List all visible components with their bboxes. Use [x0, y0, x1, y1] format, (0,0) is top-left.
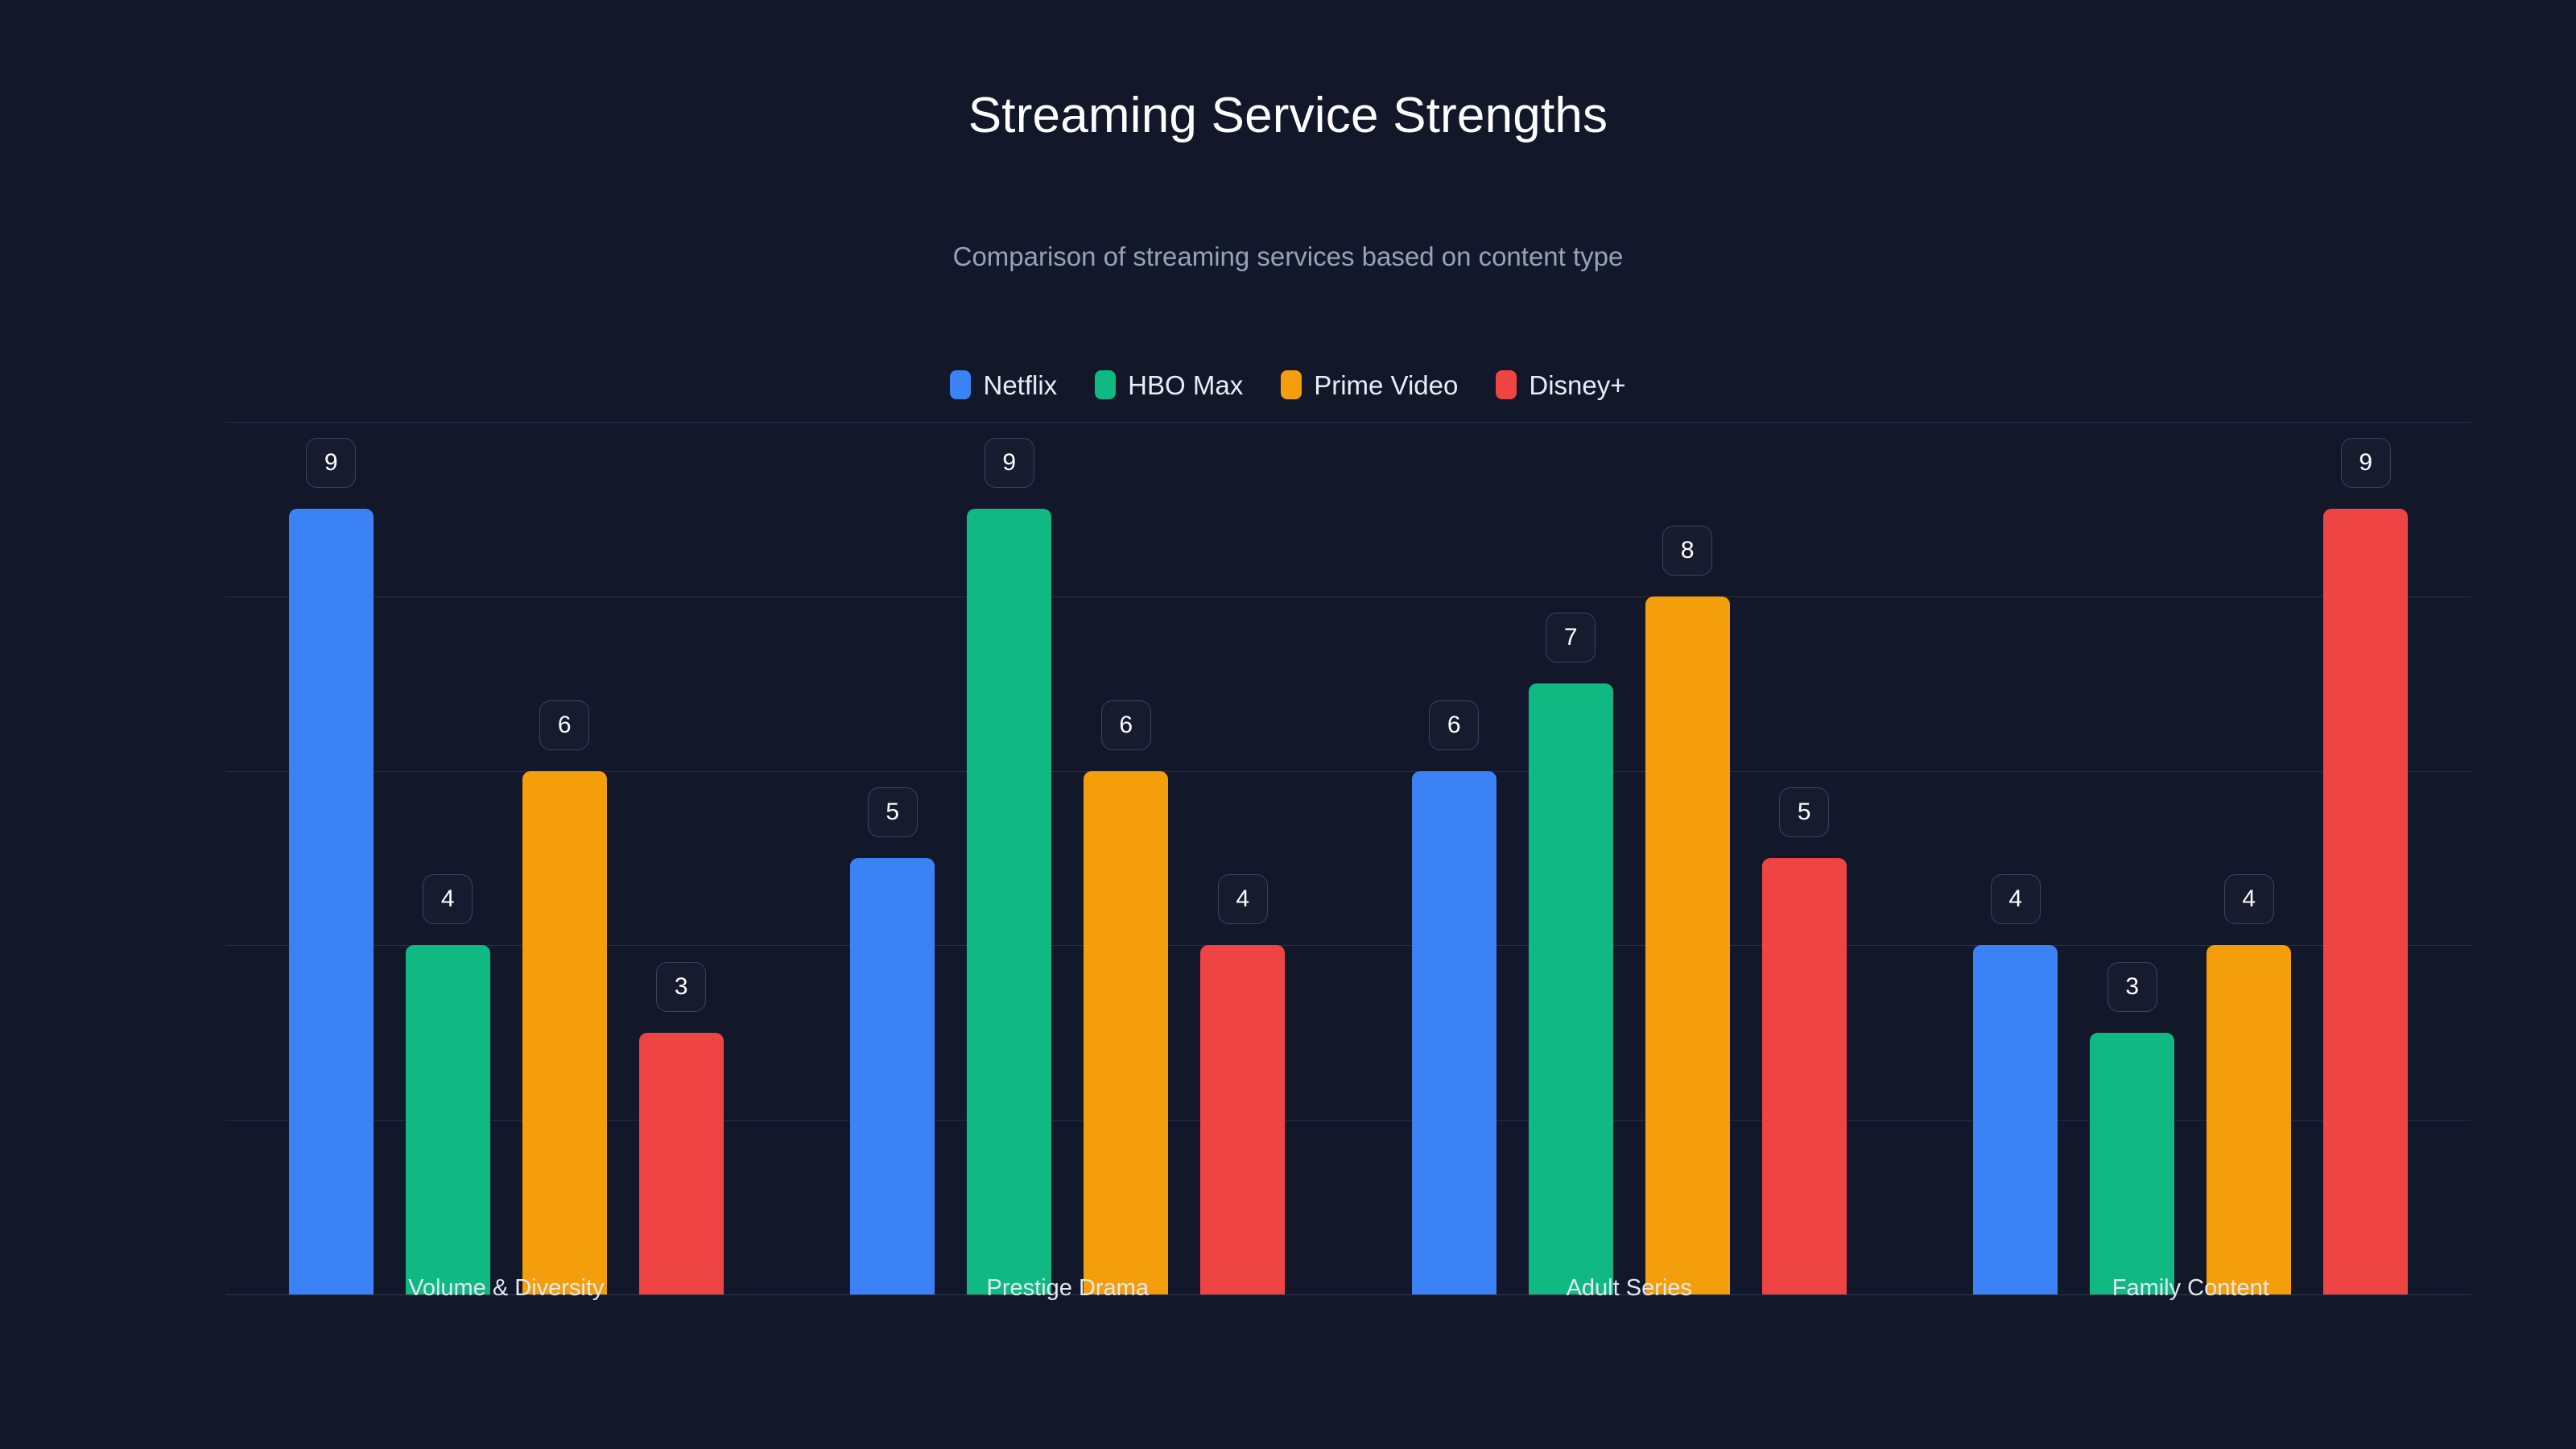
chart-subtitle: Comparison of streaming services based o…	[952, 242, 1624, 271]
bar-value-label: 7	[1546, 613, 1596, 663]
bar[interactable]	[1200, 945, 1286, 1294]
gridline	[225, 945, 2471, 947]
bar-value-label: 6	[1100, 700, 1151, 750]
bar-value-label: 6	[539, 700, 590, 750]
bar-value-label: 9	[2340, 438, 2391, 489]
bar-value-label: 4	[423, 874, 473, 925]
bar-value-label: 3	[2107, 961, 2157, 1012]
bar[interactable]	[2207, 945, 2292, 1294]
bar[interactable]	[288, 509, 374, 1294]
legend-item-label: Disney+	[1529, 369, 1626, 400]
legend-item-label: Netflix	[983, 369, 1058, 400]
bar[interactable]	[522, 770, 607, 1294]
bar[interactable]	[2090, 1032, 2175, 1294]
plot-area: Strength Rating (1-10) 02468109463Volume…	[225, 422, 2471, 1301]
bar-value-label: 4	[1217, 874, 1268, 925]
bar[interactable]	[2323, 509, 2409, 1294]
legend-item[interactable]: Prime Video	[1281, 370, 1458, 399]
gridline	[225, 422, 2471, 423]
bar-value-label: 9	[306, 438, 357, 489]
chart-legend: Netflix HBO Max Prime Video Disney+	[0, 370, 2576, 399]
legend-swatch-icon	[950, 370, 972, 399]
bar-value-label: 9	[984, 438, 1034, 489]
bar[interactable]	[1411, 770, 1496, 1294]
bar[interactable]	[1761, 858, 1847, 1294]
legend-swatch-icon	[1281, 370, 1302, 399]
gridline	[225, 1294, 2471, 1295]
bar[interactable]	[638, 1032, 724, 1294]
bar[interactable]	[1973, 945, 2058, 1294]
bar-value-label: 3	[656, 961, 707, 1012]
x-axis-category-label: Family Content	[2112, 1275, 2269, 1301]
bar[interactable]	[1645, 596, 1730, 1294]
page-title: Streaming Service Strengths	[968, 88, 1608, 143]
legend-swatch-icon	[1095, 370, 1117, 399]
legend-item-label: HBO Max	[1128, 369, 1244, 400]
bar-value-label: 6	[1429, 700, 1480, 750]
bar-value-label: 5	[867, 787, 918, 837]
x-axis-category-label: Prestige Drama	[986, 1275, 1149, 1301]
bar[interactable]	[405, 945, 490, 1294]
x-axis-category-label: Adult Series	[1566, 1275, 1692, 1301]
bar-value-label: 8	[1662, 525, 1713, 576]
gridline	[225, 1120, 2471, 1121]
bar-value-label: 4	[2223, 874, 2274, 925]
legend-item-label: Prime Video	[1314, 369, 1459, 400]
x-axis-category-label: Volume & Diversity	[408, 1275, 605, 1301]
bar[interactable]	[967, 509, 1052, 1294]
legend-item[interactable]: HBO Max	[1095, 370, 1243, 399]
gridline	[225, 770, 2471, 772]
bar[interactable]	[1084, 770, 1169, 1294]
legend-item[interactable]: Netflix	[950, 370, 1057, 399]
bar-value-label: 4	[1990, 874, 2041, 925]
bar[interactable]	[850, 858, 935, 1294]
bar-value-label: 5	[1779, 787, 1830, 837]
legend-item[interactable]: Disney+	[1496, 369, 1626, 400]
legend-swatch-icon	[1496, 370, 1517, 399]
bar[interactable]	[1528, 683, 1613, 1294]
